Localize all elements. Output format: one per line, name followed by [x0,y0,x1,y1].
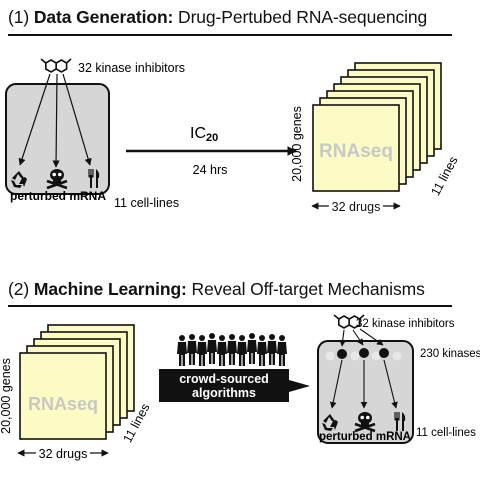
kinase-dots [325,348,402,361]
s1-perturbed-mrna-label: perturbed mRNA [10,189,106,203]
section-1-title: (1) Data Generation: Drug-Pertubed RNA-s… [8,7,427,28]
s2-drugs-label: 32 drugs [39,447,88,461]
section-1-divider [8,34,452,36]
section-1-title-rest: Drug-Pertubed RNA-sequencing [178,7,428,27]
s2-arrow-kinase-1 [339,329,347,347]
duration-label: 24 hrs [193,163,228,177]
crowd-label-line2: algorithms [192,386,256,400]
section-1-title-bold: Data Generation: [33,7,174,27]
s2-inhibitors-label: 32 kinase inhibitors [356,318,455,330]
s1-lines-label: 11 lines [428,154,460,198]
section-2-title-bold: Machine Learning: [33,279,187,299]
s2-rnaseq-stack [19,324,135,440]
section-2-number: (2) [8,279,30,299]
section-2-divider [8,305,452,307]
crowd-people-icon [177,333,287,366]
s1-cell-lines-label: 11 cell-lines [114,196,179,210]
section-2-title-rest: Reveal Off-target Mechanisms [191,279,425,299]
s2-arrow-kinase-3 [359,328,384,346]
s1-arrow-cutlery [62,73,92,166]
ic-label: IC20 [190,125,218,144]
s1-rnaseq-stack [312,62,442,192]
s2-cell-lines-label: 11 cell-lines [416,427,476,439]
crowd-sourced-arrowhead [289,380,310,392]
crowd-label-line1: crowd-sourced [179,372,269,386]
s1-arrow-recycle [18,73,51,166]
s1-inhibitors-label: 32 kinase inhibitors [78,61,185,75]
s1-genes-label: 20,000 genes [290,106,304,182]
inhibitor-molecule-icon [40,58,72,73]
s2-perturbed-mrna-label: perturbed mRNA [319,431,411,443]
s2-arrow-kinase-2 [352,329,364,346]
s2-cell-line-box [317,340,414,444]
s2-arrow-recycle [329,359,343,409]
kinases-label: 230 kinases [420,348,480,360]
s1-drugs-label: 32 drugs [332,200,381,214]
s2-rnaseq-label: RNAseq [28,394,98,414]
crowd-sourced-box [159,369,289,402]
s1-rnaseq-label: RNAseq [319,141,393,162]
section-2-title: (2) Machine Learning: Reveal Off-target … [8,279,425,300]
s2-genes-label: 20,000 genes [0,358,13,434]
s1-arrow-skull [52,73,60,168]
s2-arrow-cutlery [383,359,398,409]
section-1-number: (1) [8,7,30,27]
s1-cell-line-box [5,83,110,195]
